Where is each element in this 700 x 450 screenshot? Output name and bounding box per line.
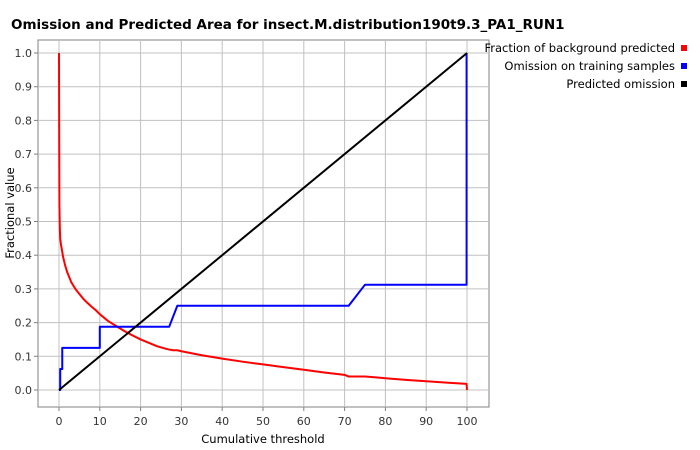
tick-marks: [34, 52, 468, 411]
series-line-2: [58, 52, 468, 391]
y-axis-tick-labels: 0.0 0.1 0.2 0.3 0.4 0.5 0.6 0.7 0.8 0.9 1.0: [15, 47, 33, 397]
y-tick-label: 0.4: [15, 249, 33, 262]
legend-label: Omission on training samples: [504, 59, 675, 73]
legend-swatch: [681, 63, 687, 69]
x-tick-label: 40: [215, 415, 229, 428]
x-tick-label: 80: [378, 415, 392, 428]
y-tick-label: 0.2: [15, 317, 33, 330]
x-axis-tick-labels: 0 10 20 30 40 50 60 70 80 90 100: [56, 415, 478, 428]
y-tick-label: 0.5: [15, 216, 33, 229]
y-tick-label: 0.7: [15, 148, 33, 161]
x-tick-label: 0: [56, 415, 63, 428]
series: [58, 52, 468, 391]
x-tick-label: 60: [297, 415, 311, 428]
x-tick-label: 100: [457, 415, 478, 428]
legend-label: Predicted omission: [566, 77, 675, 91]
y-tick-label: 0.9: [15, 81, 33, 94]
legend-label: Fraction of background predicted: [484, 41, 675, 55]
x-axis-label: Cumulative threshold: [201, 432, 324, 446]
y-tick-label: 0.1: [15, 350, 33, 363]
y-axis-label: Fractional value: [3, 167, 17, 258]
series-line-0: [58, 52, 468, 391]
legend: Fraction of background predicted Omission…: [484, 41, 687, 91]
y-tick-label: 0.3: [15, 283, 33, 296]
y-tick-label: 1.0: [15, 47, 33, 60]
legend-swatch: [681, 81, 687, 87]
x-tick-label: 10: [93, 415, 107, 428]
legend-swatch: [681, 45, 687, 51]
x-tick-label: 90: [419, 415, 433, 428]
x-tick-label: 50: [256, 415, 270, 428]
y-tick-label: 0.6: [15, 182, 33, 195]
y-tick-label: 0.0: [15, 384, 33, 397]
x-tick-label: 30: [174, 415, 188, 428]
chart-title: Omission and Predicted Area for insect.M…: [11, 17, 565, 33]
y-tick-label: 0.8: [15, 114, 33, 127]
series-line-1: [59, 53, 468, 391]
x-tick-label: 70: [338, 415, 352, 428]
x-tick-label: 20: [134, 415, 148, 428]
